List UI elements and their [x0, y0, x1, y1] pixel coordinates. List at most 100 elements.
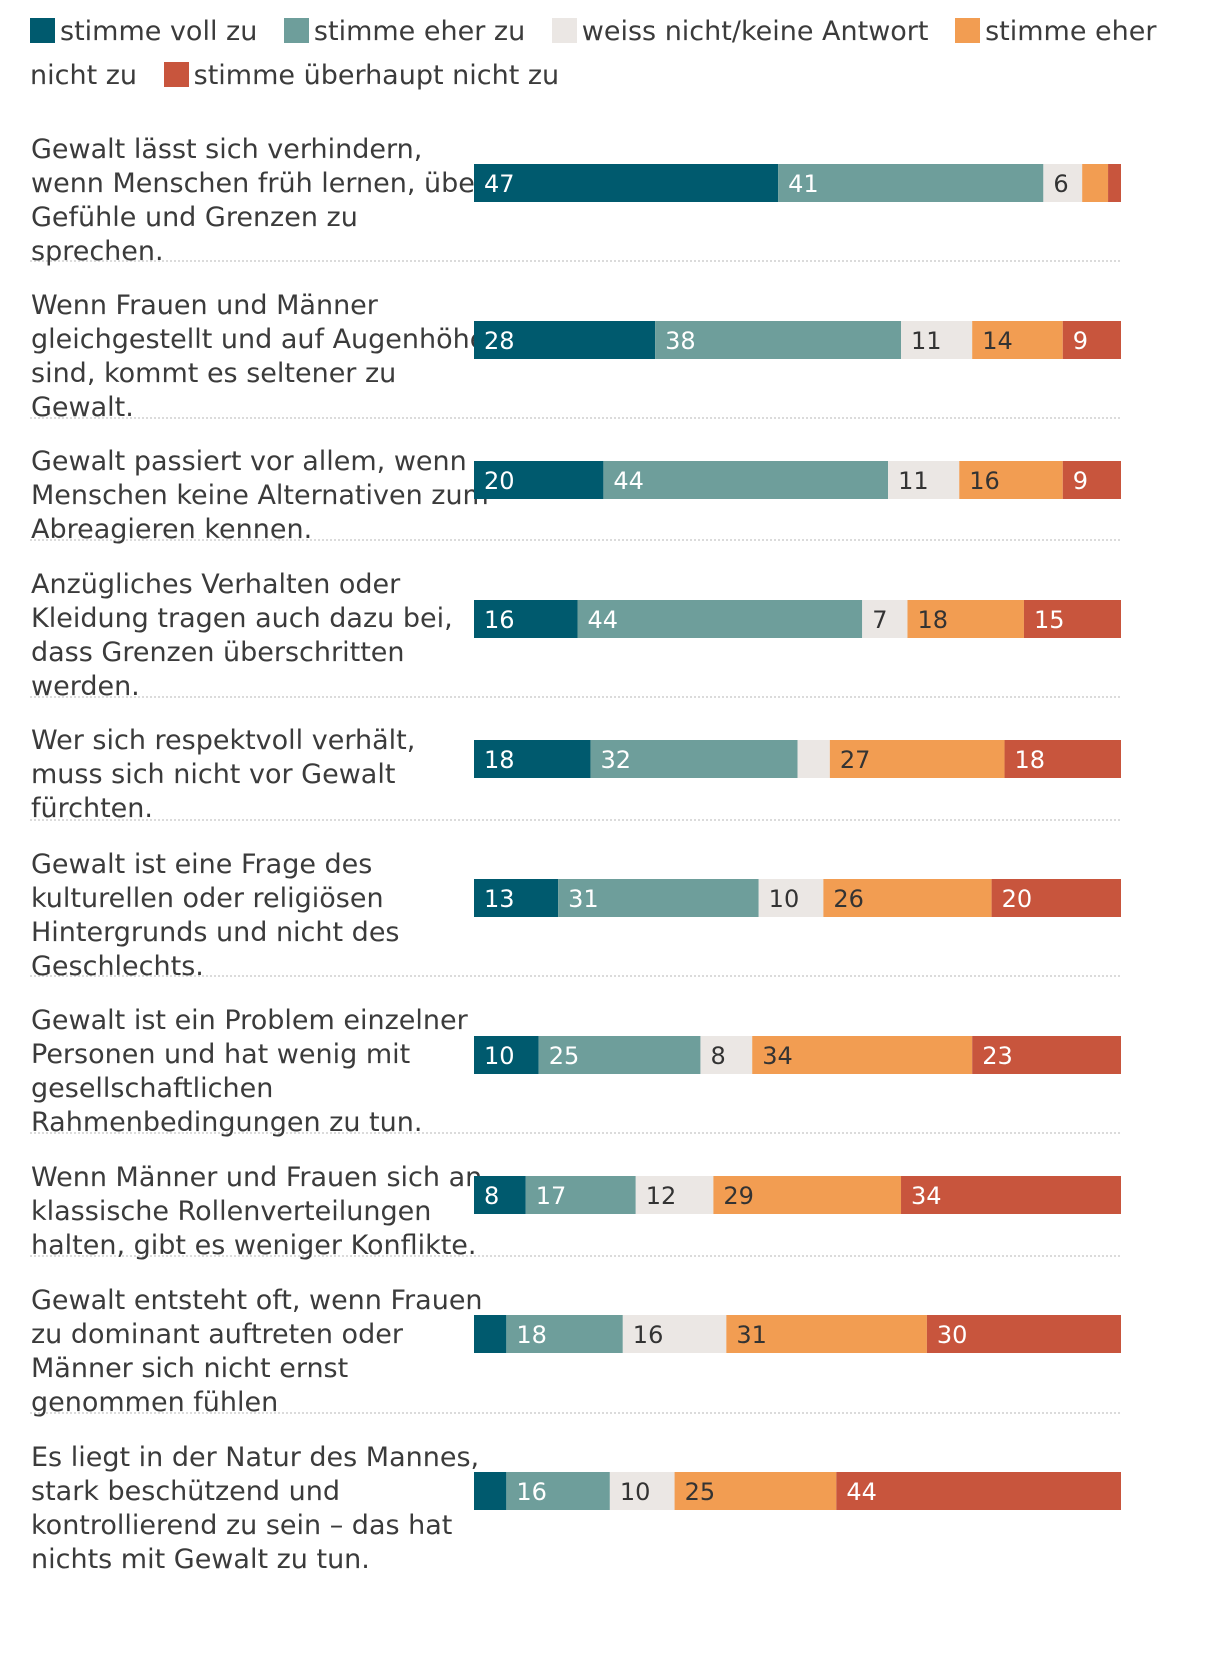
bar-segment-stimme_voll_zu	[474, 740, 591, 778]
data-label: 11	[898, 467, 929, 495]
data-label: 23	[982, 1042, 1013, 1070]
data-label: 34	[762, 1042, 793, 1070]
bar-segment-stimme_eher_nicht_zu	[907, 600, 1024, 638]
data-label: 10	[484, 1042, 515, 1070]
bar-segment-stimme_eher_zu	[603, 461, 889, 499]
bar-segment-stimme_voll_zu	[474, 1036, 539, 1074]
category-label: Es liegt in der Natur des Mannes, stark b…	[31, 1442, 479, 1575]
category-label: Gewalt lässt sich verhindern, wenn Mensch…	[31, 134, 487, 267]
bar-segment-stimme_eher_zu	[525, 1176, 636, 1214]
bar-segment-stimme_eher_zu	[506, 1472, 610, 1510]
bar-segment-stimme_ueberhaupt_nicht_zu	[901, 1176, 1121, 1214]
bar-row: Wer sich respektvoll verhält, muss sich n…	[31, 725, 1121, 824]
bar-segment-stimme_eher_nicht_zu	[829, 740, 1005, 778]
bar-segment-weiss_nicht	[797, 740, 830, 778]
bar-row: Gewalt ist eine Frage des kulturellen ode…	[31, 849, 1121, 982]
data-label: 8	[484, 1182, 499, 1210]
data-label: 15	[1034, 606, 1065, 634]
category-label: Wenn Frauen und Männer gleichgestellt und…	[31, 290, 486, 423]
data-label: 29	[723, 1182, 754, 1210]
bar-segment-stimme_ueberhaupt_nicht_zu	[1004, 740, 1121, 778]
legend-swatch	[30, 18, 55, 43]
bar-segment-stimme_ueberhaupt_nicht_zu	[972, 1036, 1121, 1074]
legend-label: stimme voll zu	[60, 16, 258, 47]
bar-segment-stimme_eher_nicht_zu	[726, 1315, 927, 1353]
legend-item-stimme_eher_zu: stimme eher zu	[283, 16, 525, 47]
bar-segment-stimme_eher_zu	[506, 1315, 623, 1353]
data-label: 16	[969, 467, 1000, 495]
legend-label: stimme überhaupt nicht zu	[193, 60, 560, 91]
data-label: 18	[1015, 746, 1046, 774]
bar-segment-stimme_ueberhaupt_nicht_zu	[1062, 321, 1121, 359]
bar-row: Es liegt in der Natur des Mannes, stark b…	[31, 1442, 1121, 1575]
bar-segment-weiss_nicht	[700, 1036, 753, 1074]
legend-swatch	[551, 18, 577, 43]
data-label: 44	[613, 467, 644, 495]
legend-item-stimme_voll_zu: stimme voll zu	[30, 16, 257, 47]
bar-segment-stimme_eher_zu	[538, 1036, 701, 1074]
bar-segment-stimme_eher_nicht_zu	[713, 1176, 902, 1214]
bar-segment-weiss_nicht	[1043, 164, 1083, 202]
bar-row: Gewalt lässt sich verhindern, wenn Mensch…	[31, 134, 1121, 267]
bar-segment-stimme_eher_nicht_zu	[1082, 164, 1109, 202]
data-label: 31	[736, 1321, 767, 1349]
data-label: 11	[911, 327, 942, 355]
legend-swatch	[283, 18, 309, 43]
bar-segment-stimme_eher_zu	[590, 740, 798, 778]
data-label: 9	[1073, 467, 1088, 495]
data-label: 44	[846, 1478, 877, 1506]
bar-segment-stimme_voll_zu	[474, 321, 656, 359]
bar-segment-stimme_eher_zu	[558, 879, 759, 917]
bar-segment-stimme_voll_zu	[474, 164, 779, 202]
bar-segment-stimme_ueberhaupt_nicht_zu	[1062, 461, 1121, 499]
bar-segment-weiss_nicht	[609, 1472, 675, 1510]
bar-segment-stimme_eher_zu	[655, 321, 902, 359]
bar-segment-stimme_voll_zu	[474, 600, 578, 638]
bar-row: Anzügliches Verhalten oder Kleidung trage…	[31, 569, 1121, 702]
category-label: Gewalt passiert vor allem, wenn Menschen …	[31, 446, 489, 545]
category-label: Gewalt entsteht oft, wenn Frauen zu domin…	[31, 1285, 483, 1418]
legend-item-stimme_ueberhaupt_nicht_zu: stimme überhaupt nicht zu	[163, 60, 560, 91]
data-label: 38	[665, 327, 696, 355]
data-label: 20	[1002, 885, 1033, 913]
bar-segment-stimme_eher_zu	[778, 164, 1044, 202]
bar-segment-stimme_eher_nicht_zu	[752, 1036, 973, 1074]
data-label: 26	[833, 885, 864, 913]
bar-segment-weiss_nicht	[758, 879, 824, 917]
bar-row: Gewalt entsteht oft, wenn Frauen zu domin…	[31, 1285, 1121, 1418]
data-label: 6	[1053, 170, 1068, 198]
bar-segment-stimme_eher_nicht_zu	[823, 879, 992, 917]
category-label: Gewalt ist ein Problem einzelner Personen…	[31, 1005, 469, 1138]
data-label: 13	[484, 885, 515, 913]
category-label: Gewalt ist eine Frage des kulturellen ode…	[31, 849, 400, 982]
data-label: 18	[516, 1321, 547, 1349]
data-label: 18	[917, 606, 948, 634]
legend-swatch	[163, 62, 189, 87]
bar-segment-stimme_voll_zu	[474, 1315, 507, 1353]
data-label: 47	[484, 170, 515, 198]
data-label: 25	[685, 1478, 716, 1506]
data-label: 7	[872, 606, 887, 634]
data-label: 30	[937, 1321, 968, 1349]
bar-row: Wenn Frauen und Männer gleichgestellt und…	[31, 290, 1121, 423]
data-label: 20	[484, 467, 515, 495]
bar-row: Wenn Männer und Frauen sich an klassische…	[31, 1162, 1121, 1261]
data-label: 32	[600, 746, 631, 774]
legend-item-weiss_nicht: weiss nicht/keine Antwort	[551, 16, 929, 47]
data-label: 28	[484, 327, 515, 355]
bar-row: Gewalt passiert vor allem, wenn Menschen …	[31, 446, 1121, 545]
data-label: 17	[536, 1182, 567, 1210]
bar-segment-stimme_ueberhaupt_nicht_zu	[836, 1472, 1121, 1510]
bar-segment-stimme_ueberhaupt_nicht_zu	[926, 1315, 1121, 1353]
bar-row: Gewalt ist ein Problem einzelner Personen…	[31, 1005, 1121, 1138]
data-label: 25	[549, 1042, 580, 1070]
data-label: 16	[516, 1478, 547, 1506]
data-label: 10	[769, 885, 800, 913]
category-label: Anzügliches Verhalten oder Kleidung trage…	[31, 569, 453, 702]
data-label: 9	[1073, 327, 1088, 355]
legend-swatch	[955, 18, 981, 43]
data-label: 16	[633, 1321, 664, 1349]
bar-segment-weiss_nicht	[635, 1176, 714, 1214]
data-label: 41	[788, 170, 819, 198]
